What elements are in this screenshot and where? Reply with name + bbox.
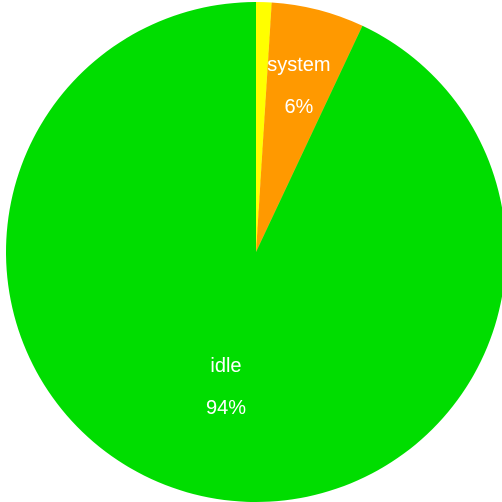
pie-labels: system 6% idle 94% — [206, 54, 331, 419]
pie-slice-user — [256, 2, 272, 252]
pie-slice-system — [256, 2, 363, 253]
slice-label-idle: idle — [210, 355, 241, 377]
slice-percent-idle: 94% — [206, 397, 246, 419]
slice-label-system: system — [267, 54, 330, 76]
slice-percent-system: 6% — [284, 96, 313, 118]
pie-slices — [6, 2, 502, 502]
pie-slice-idle — [6, 2, 502, 502]
